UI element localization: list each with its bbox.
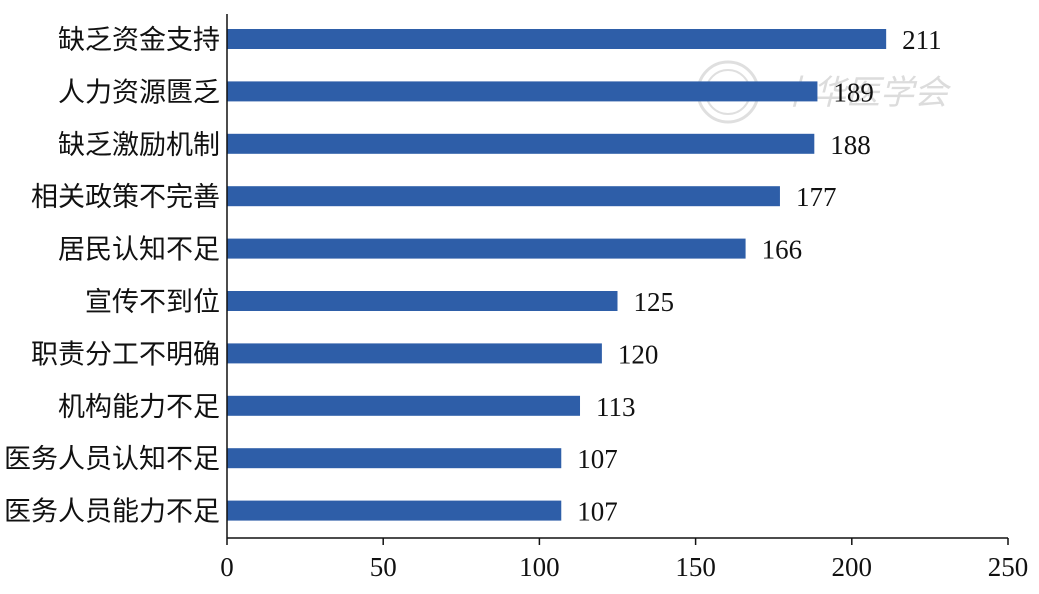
x-tick-label: 250 [988, 552, 1029, 582]
data-label: 120 [618, 339, 659, 369]
data-label: 107 [577, 497, 618, 527]
bar [227, 500, 562, 521]
data-label: 113 [596, 392, 636, 422]
x-tick-label: 50 [370, 552, 397, 582]
data-label: 166 [762, 235, 803, 265]
bar [227, 395, 581, 416]
category-label: 居民认知不足 [58, 235, 220, 266]
category-label: 医务人员能力不足 [4, 497, 220, 528]
x-tick-label: 0 [220, 552, 234, 582]
category-label: 缺乏激励机制 [58, 130, 220, 161]
data-label: 125 [634, 287, 675, 317]
bar [227, 81, 818, 102]
bar [227, 133, 815, 154]
category-label: 职责分工不明确 [31, 339, 220, 370]
data-label: 188 [830, 130, 871, 160]
data-label: 211 [902, 25, 942, 55]
bar [227, 343, 602, 364]
bar [227, 291, 618, 311]
bar [227, 29, 887, 49]
bar [227, 186, 780, 207]
category-label: 人力资源匮乏 [58, 77, 220, 108]
category-label: 缺乏资金支持 [58, 25, 220, 56]
data-label: 107 [577, 444, 618, 474]
x-tick-label: 200 [832, 552, 873, 582]
category-label: 宣传不到位 [85, 287, 220, 318]
bar [227, 238, 746, 259]
category-label: 相关政策不完善 [31, 182, 220, 213]
category-label: 机构能力不足 [58, 392, 220, 423]
x-tick-label: 100 [519, 552, 560, 582]
data-label: 189 [833, 77, 874, 107]
data-label: 177 [796, 182, 837, 212]
bar [227, 448, 562, 469]
x-tick-label: 150 [675, 552, 716, 582]
category-label: 医务人员认知不足 [4, 444, 220, 475]
